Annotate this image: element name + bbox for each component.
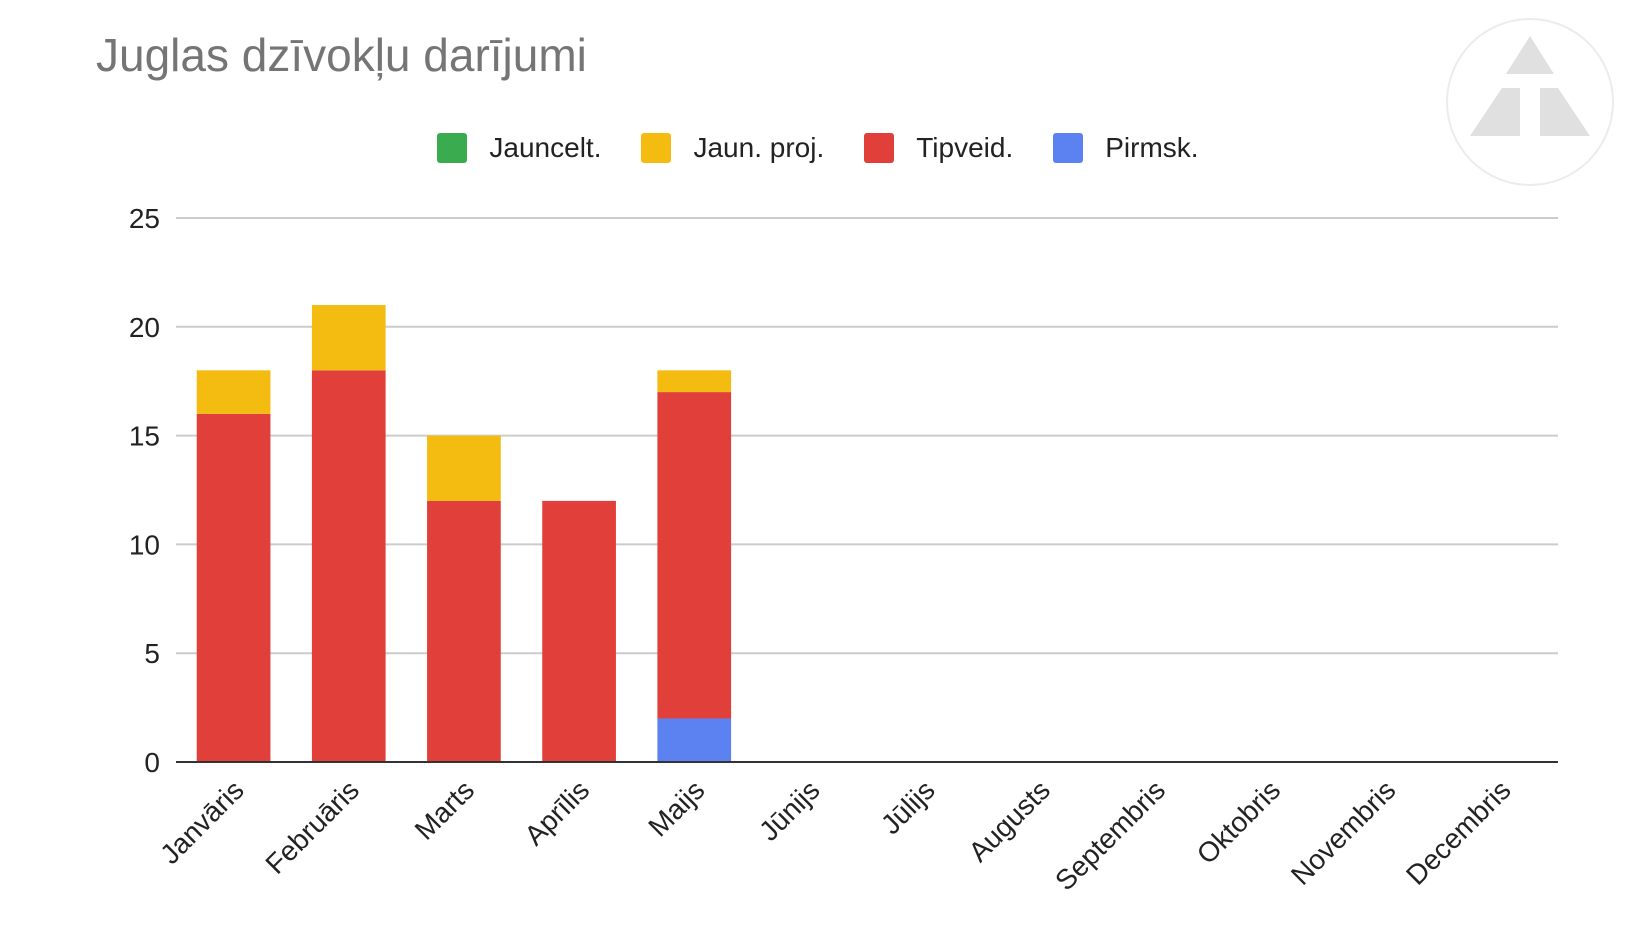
legend-swatch-jaun-proj	[641, 133, 672, 163]
legend-label-tipveid: Tipveid.	[916, 132, 1014, 163]
x-tick-label-5: Jūnijs	[753, 774, 826, 847]
x-tick-label-0: Janvāris	[154, 774, 250, 870]
chart-title: Juglas dzīvokļu darījumi	[96, 29, 587, 81]
bar-jaun-proj-1[interactable]	[311, 305, 386, 371]
x-tick-label-2: Marts	[409, 774, 480, 845]
x-tick-label-4: Maijs	[642, 774, 710, 842]
legend-label-jauncelt: Jauncelt.	[489, 132, 602, 163]
bar-jaun-proj-4[interactable]	[657, 370, 732, 393]
x-tick-label-1: Februāris	[259, 774, 365, 880]
bar-tipveid-4[interactable]	[657, 392, 732, 719]
legend-swatch-jauncelt	[437, 133, 468, 163]
bar-tipveid-1[interactable]	[311, 370, 386, 762]
x-tick-label-9: Oktobris	[1191, 774, 1287, 870]
bar-tipveid-3[interactable]	[542, 500, 616, 762]
bar-tipveid-2[interactable]	[427, 500, 501, 762]
triangle-logo-icon	[1446, 18, 1614, 186]
bar-jaun-proj-0[interactable]	[196, 370, 271, 414]
y-tick-label-15: 15	[129, 421, 160, 452]
legend-swatch-pirmsk	[1053, 133, 1084, 163]
legend-item-pirmsk[interactable]: Pirmsk.	[1053, 132, 1199, 164]
legend-item-jauncelt[interactable]: Jauncelt.	[437, 132, 601, 164]
y-tick-label-25: 25	[129, 203, 160, 234]
y-tick-label-0: 0	[144, 747, 160, 778]
y-tick-label-20: 20	[129, 312, 160, 343]
x-tick-label-7: Augusts	[963, 774, 1056, 867]
x-tick-label-11: Decembris	[1400, 774, 1517, 891]
bar-tipveid-0[interactable]	[196, 413, 271, 762]
legend-label-jaun-proj: Jaun. proj.	[693, 132, 825, 163]
y-tick-label-5: 5	[144, 638, 160, 669]
x-tick-label-8: Septembris	[1049, 774, 1171, 896]
legend: Jauncelt. Jaun. proj. Tipveid. Pirmsk.	[0, 128, 1636, 168]
legend-swatch-tipveid	[864, 133, 895, 163]
bar-pirmsk-4[interactable]	[657, 718, 732, 762]
y-tick-label-10: 10	[129, 529, 160, 560]
x-tick-label-10: Novembris	[1285, 774, 1402, 891]
bar-jaun-proj-2[interactable]	[427, 435, 501, 501]
legend-label-pirmsk: Pirmsk.	[1105, 132, 1199, 163]
x-tick-label-6: Jūlijs	[875, 774, 941, 840]
x-tick-label-3: Aprīlis	[518, 774, 595, 851]
legend-item-jaun-proj[interactable]: Jaun. proj.	[641, 132, 824, 164]
legend-item-tipveid[interactable]: Tipveid.	[864, 132, 1013, 164]
